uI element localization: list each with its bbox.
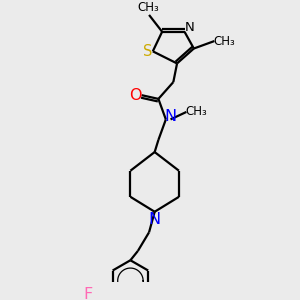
Text: S: S <box>142 44 152 59</box>
Text: CH₃: CH₃ <box>214 34 236 48</box>
Text: F: F <box>84 287 93 300</box>
Text: CH₃: CH₃ <box>137 1 159 14</box>
Text: N: N <box>148 212 161 227</box>
Text: N: N <box>164 109 177 124</box>
Text: O: O <box>129 88 141 103</box>
Text: CH₃: CH₃ <box>186 106 208 118</box>
Text: N: N <box>184 22 194 34</box>
